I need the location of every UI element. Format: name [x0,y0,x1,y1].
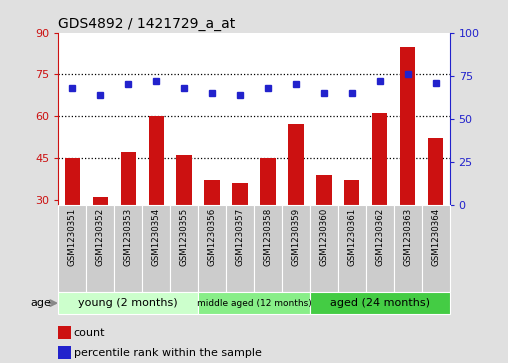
Text: GSM1230364: GSM1230364 [431,208,440,266]
Text: GSM1230361: GSM1230361 [347,208,356,266]
Bar [282,205,310,292]
Bar [58,205,86,292]
Text: middle aged (12 months): middle aged (12 months) [197,299,311,307]
Text: GSM1230354: GSM1230354 [152,208,161,266]
Bar [344,180,360,283]
Bar [114,205,142,292]
Text: GSM1230351: GSM1230351 [68,208,77,266]
Bar [226,205,254,292]
Bar [198,292,310,314]
Text: GDS4892 / 1421729_a_at: GDS4892 / 1421729_a_at [58,17,236,31]
Bar [92,197,108,283]
Bar [58,326,71,339]
Text: young (2 months): young (2 months) [78,298,178,308]
Bar [254,205,282,292]
Bar [142,205,170,292]
Bar [400,46,416,283]
Bar [338,205,366,292]
Bar [58,346,71,359]
Bar [428,138,443,283]
Bar [58,292,198,314]
Text: count: count [74,328,105,338]
Bar [260,158,276,283]
Text: GSM1230360: GSM1230360 [320,208,328,266]
Bar [422,205,450,292]
Bar [204,180,220,283]
Bar [86,205,114,292]
Bar [232,183,248,283]
Text: percentile rank within the sample: percentile rank within the sample [74,348,262,358]
Bar [198,205,226,292]
Bar [288,125,304,283]
Bar [316,175,332,283]
Bar [170,205,198,292]
Text: GSM1230359: GSM1230359 [292,208,300,266]
Text: GSM1230363: GSM1230363 [403,208,412,266]
Text: age: age [30,298,51,308]
Bar [120,152,136,283]
Bar [372,113,388,283]
Text: GSM1230353: GSM1230353 [124,208,133,266]
Text: GSM1230362: GSM1230362 [375,208,384,266]
Text: GSM1230356: GSM1230356 [208,208,216,266]
Bar [176,155,192,283]
Bar [310,292,450,314]
Text: GSM1230358: GSM1230358 [264,208,272,266]
Bar [310,205,338,292]
Text: GSM1230357: GSM1230357 [236,208,244,266]
Text: GSM1230355: GSM1230355 [180,208,188,266]
Bar [366,205,394,292]
Text: aged (24 months): aged (24 months) [330,298,430,308]
Text: GSM1230352: GSM1230352 [96,208,105,266]
Bar [148,116,164,283]
Bar [394,205,422,292]
Bar [65,158,80,283]
